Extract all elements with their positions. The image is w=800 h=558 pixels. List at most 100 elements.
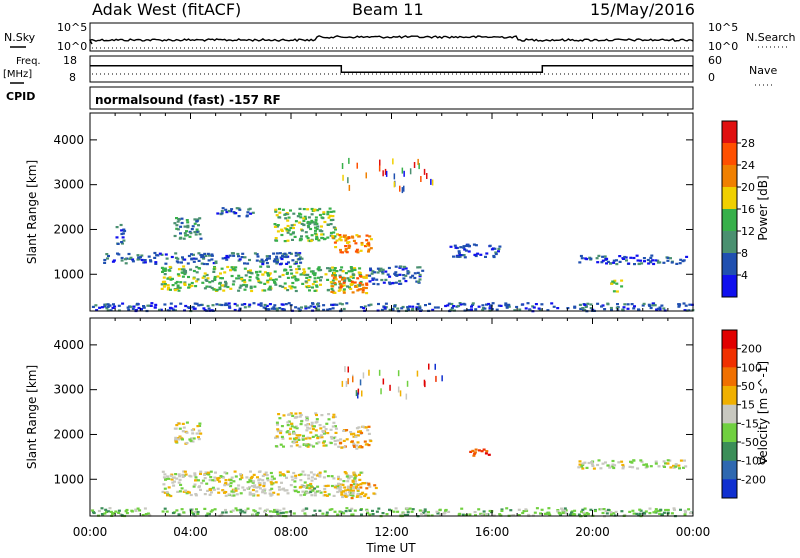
power-cell [497, 247, 501, 251]
power-cell [618, 255, 622, 258]
power-cell [471, 302, 475, 305]
velocity-cell [334, 427, 338, 430]
power-region-4 [331, 234, 373, 254]
power-cell [268, 255, 271, 258]
power-cell [205, 263, 209, 266]
velocity-cell [583, 513, 587, 516]
power-cell [266, 308, 269, 311]
velocity-cell [581, 508, 585, 511]
velocity-cell [318, 436, 322, 439]
power-speck [382, 170, 384, 177]
velocity-cell [227, 483, 230, 486]
power-cell [474, 308, 478, 311]
velocity-cell [318, 490, 321, 493]
power-cell [396, 307, 400, 310]
power-cell [298, 256, 302, 259]
velocity-cell [461, 513, 465, 516]
power-cell [342, 307, 346, 311]
velocity-cell [484, 452, 488, 455]
power-cell [302, 272, 306, 275]
power-cell [358, 273, 362, 276]
power-cell [311, 286, 314, 289]
velocity-cell [237, 484, 241, 487]
velocity-cell [500, 509, 504, 512]
velocity-cell [292, 512, 296, 515]
power-cell [339, 248, 342, 252]
power-cell [120, 259, 124, 262]
velocity-cell [349, 493, 353, 497]
velocity-cell [266, 479, 270, 482]
power-cell [268, 285, 272, 288]
power-cell [220, 210, 224, 213]
power-cell [195, 228, 199, 231]
velocity-cell [346, 488, 350, 491]
power-cell [275, 307, 279, 310]
power-cell [340, 303, 344, 306]
power-cell [178, 286, 182, 289]
velocity-cell [297, 473, 301, 477]
velocity-cell [325, 422, 329, 425]
velocity-cell [406, 513, 410, 517]
power-cell [330, 287, 334, 290]
velocity-cell [308, 437, 312, 440]
velocity-cell [269, 471, 273, 475]
velocity-cell [436, 512, 440, 515]
velocity-cell [290, 422, 294, 425]
velocity-cell [658, 512, 662, 515]
velocity-cell [659, 508, 663, 511]
power-cell [622, 306, 626, 309]
velocity-cell [166, 475, 170, 478]
power-cell [161, 270, 164, 273]
power-cell [201, 281, 205, 284]
power-cell [280, 229, 284, 232]
power-cell [354, 285, 358, 288]
velocity-cell [234, 489, 238, 492]
power-cell [194, 285, 198, 288]
velocity-cell [196, 512, 200, 515]
noise-right-tick-high: 10^5 [708, 21, 738, 34]
power-cell [298, 309, 302, 312]
velocity-cell [224, 511, 228, 514]
power-cell [190, 228, 194, 231]
power-cell [504, 304, 508, 307]
power-cell [326, 308, 330, 311]
velocity-cell [292, 471, 296, 475]
power-cell [142, 261, 146, 264]
power-cell [463, 256, 467, 259]
velocity-cell [200, 482, 204, 485]
power-cell [271, 278, 275, 282]
power-cell [274, 210, 278, 213]
power-colorbar-swatch [722, 121, 737, 144]
power-cell [212, 262, 216, 265]
power-cell [208, 281, 212, 284]
power-cell [224, 208, 228, 211]
velocity-cell [673, 508, 676, 511]
power-cell [354, 242, 358, 245]
power-cell [137, 256, 141, 259]
power-speck [379, 159, 381, 166]
velocity-cell [474, 514, 477, 517]
velocity-speck [361, 390, 363, 397]
power-cell [199, 303, 203, 307]
power-cell [407, 308, 411, 311]
power-cell [285, 228, 289, 231]
power-cell [160, 266, 164, 269]
power-cell [332, 210, 336, 213]
velocity-cell [194, 479, 197, 482]
power-cell [188, 230, 192, 233]
velocity-cell [275, 421, 279, 424]
power-cell [195, 265, 199, 269]
power-cell [626, 307, 630, 310]
power-cell [327, 216, 331, 219]
power-cell [610, 308, 613, 311]
power-cell [255, 259, 259, 262]
velocity-cell [561, 511, 565, 515]
velocity-region-1 [274, 412, 338, 448]
velocity-cell [351, 489, 355, 492]
velocity-cell [294, 477, 298, 480]
velocity-cell [344, 510, 348, 513]
power-cell [656, 307, 660, 310]
velocity-cell [279, 512, 283, 515]
velocity-cell [375, 510, 379, 513]
